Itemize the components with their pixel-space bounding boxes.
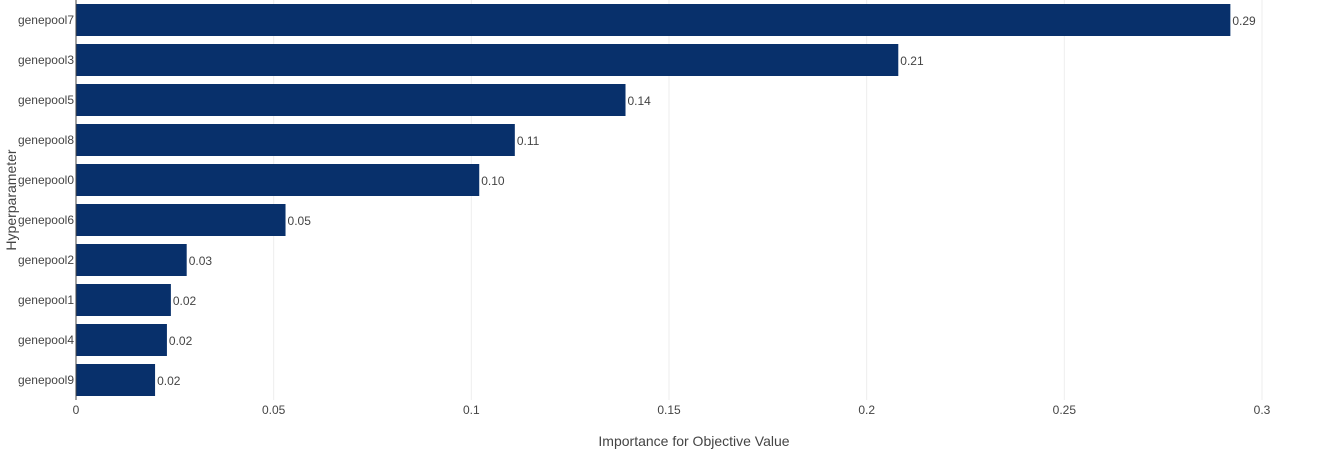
y-category-label: genepool3: [18, 53, 74, 67]
y-category-label: genepool6: [18, 213, 74, 227]
bar-data-label: 0.21: [900, 54, 924, 68]
y-category-label: genepool1: [18, 293, 74, 307]
bar-genepool9: [76, 364, 156, 396]
bar-data-label: 0.10: [481, 174, 505, 188]
bar-data-label: 0.02: [157, 374, 181, 388]
bar-data-label: 0.02: [169, 334, 193, 348]
bar-data-label: 0.05: [288, 214, 312, 228]
labels-layer: 0 0.05 0.1 0.15 0.2 0.25 0.3 genepool7 0.29 genep…: [18, 13, 1271, 417]
bar-genepool1: [76, 284, 171, 316]
bar-data-label: 0.02: [173, 294, 197, 308]
y-category-label: genepool8: [18, 133, 74, 147]
bar-data-label: 0.14: [628, 94, 652, 108]
bar-data-label: 0.11: [517, 134, 540, 148]
x-tick-label: 0: [73, 403, 80, 417]
x-tick-label: 0.05: [262, 403, 286, 417]
bar-genepool6: [76, 204, 286, 236]
y-axis-title: Hyperparameter: [3, 149, 19, 250]
bar-genepool4: [76, 324, 167, 356]
bar-genepool0: [76, 164, 480, 196]
bar-genepool5: [76, 84, 626, 116]
y-category-label: genepool9: [18, 373, 74, 387]
bar-genepool8: [76, 124, 515, 156]
x-tick-label: 0.15: [657, 403, 681, 417]
y-category-label: genepool4: [18, 333, 74, 347]
x-tick-label: 0.3: [1254, 403, 1271, 417]
bars-layer: [76, 4, 1231, 396]
y-category-label: genepool2: [18, 253, 74, 267]
y-category-label: genepool5: [18, 93, 74, 107]
bar-data-label: 0.03: [189, 254, 213, 268]
y-category-label: genepool0: [18, 173, 74, 187]
bar-genepool2: [76, 244, 187, 276]
x-tick-label: 0.25: [1053, 403, 1077, 417]
y-category-label: genepool7: [18, 13, 74, 27]
bar-genepool7: [76, 4, 1231, 36]
x-tick-label: 0.2: [858, 403, 875, 417]
x-axis-title: Importance for Objective Value: [598, 433, 789, 449]
bar-data-label: 0.29: [1232, 14, 1256, 28]
x-tick-label: 0.1: [463, 403, 480, 417]
bar-genepool3: [76, 44, 899, 76]
